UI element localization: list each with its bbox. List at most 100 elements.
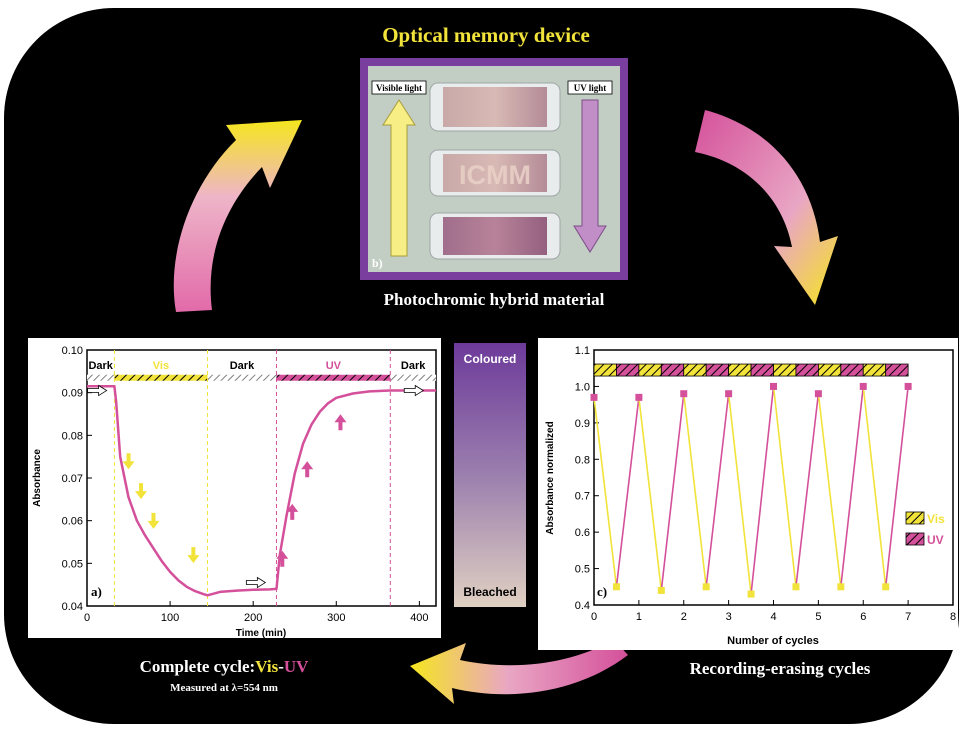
panel-label-b: b) (372, 256, 383, 270)
chart-a-right-arrow-icon (245, 576, 267, 589)
chart-c-point (792, 583, 800, 591)
chart-a-xtick-label: 0 (84, 612, 90, 624)
chart-c-cycle-band (885, 363, 909, 377)
uv-light-label: UV light (574, 83, 607, 93)
colour-scale-bottom-label: Bleached (463, 585, 516, 599)
chart-c-xtick-label: 8 (950, 611, 956, 623)
chart-c-ytick-label: 0.4 (575, 600, 590, 612)
chart-c-panel-label: c) (597, 584, 607, 599)
chart-a-down-arrow-icon (147, 512, 160, 529)
complete-cycle-dash: - (278, 657, 284, 676)
chart-c-segment (682, 393, 707, 587)
chart-a-xtick-label: 200 (244, 612, 262, 624)
chart-c-segment (795, 393, 820, 587)
chart-c-cycle-band (728, 363, 752, 377)
chart-c-legend-uv-label: UV (927, 533, 944, 547)
chart-c-xtick-label: 2 (681, 611, 687, 623)
chart-c-ytick-label: 0.8 (575, 454, 590, 466)
complete-cycle-prefix: Complete cycle: (140, 657, 256, 676)
chart-c-frame (538, 338, 958, 650)
chart-a-right-arrow-icon (87, 384, 108, 397)
chart-a-segment-label: Dark (230, 360, 255, 372)
complete-cycle-caption: Complete cycle:Vis-UV (140, 657, 310, 676)
chart-c-point (837, 583, 845, 591)
chart-a-segment-band (276, 374, 391, 381)
absorbance-time-chart: 0 100 200 300 400 0.04 0.05 0.06 0.07 0.08 0.09 0.1… (28, 338, 441, 639)
chart-c-cycle-band (840, 363, 864, 377)
chart-c-point (612, 583, 620, 591)
chart-c-xtick-label: 5 (815, 611, 821, 623)
chart-c-ytick-label: 1.0 (575, 381, 590, 393)
chart-a-segment-label: Dark (401, 360, 426, 372)
chart-c-legend-vis-swatch (905, 511, 925, 525)
photo-panel: ICMM Visible light UV light b) (360, 58, 628, 280)
chart-c-point (657, 586, 665, 594)
chart-c-segment (705, 393, 730, 587)
visible-light-arrow (382, 99, 416, 257)
chart-c-cycle-band (683, 363, 707, 377)
chart-c-cycle-band (817, 363, 842, 377)
chart-c-ytick-label: 0.9 (575, 418, 590, 430)
chart-a-ytick-label: 0.08 (62, 430, 83, 442)
cycles-chart: 0 1 2 3 4 5 6 7 8 0.4 0.5 0.6 0.7 0.8 0.9 1.0 1.1 Vis UV c… (538, 338, 958, 650)
colour-scale: Coloured Bleached (454, 343, 526, 607)
chart-c-legend-uv-swatch (905, 532, 925, 546)
chart-a-segment-band (87, 374, 115, 381)
chart-c-point (702, 583, 710, 591)
cycle-arrow-bottom (410, 640, 628, 704)
chart-c-point (590, 393, 598, 401)
chart-a-down-arrow-icon (187, 547, 200, 564)
chart-c-xtick-label: 1 (636, 611, 642, 623)
chart-a-ytick-label: 0.10 (62, 345, 83, 357)
cycle-arrow-top-left (173, 120, 302, 312)
slide-text: ICMM (459, 160, 531, 190)
chart-c-segment (862, 386, 887, 587)
chart-c-xlabel: Number of cycles (727, 635, 819, 647)
chart-c-xtick-label: 3 (726, 611, 732, 623)
chart-a-segment-label: UV (326, 360, 342, 372)
chart-c-cycle-band (795, 363, 819, 377)
photo-caption: Photochromic hybrid material (384, 290, 605, 309)
chart-a-segment-band (207, 374, 277, 381)
uv-light-arrow (573, 99, 607, 253)
chart-a-xtick-label: 400 (410, 612, 428, 624)
chart-c-cycle-band (616, 363, 640, 377)
visible-light-label-box (371, 80, 427, 95)
chart-a-ytick-label: 0.04 (62, 601, 83, 613)
measured-wavelength: Measured at λ=554 nm (170, 682, 278, 694)
chart-a-down-arrow-icon (122, 453, 135, 470)
chart-c-point (680, 390, 688, 398)
chart-c-legend-vis-label: Vis (927, 512, 945, 526)
colour-scale-bar (454, 343, 526, 607)
chart-c-segment (615, 397, 640, 587)
chart-c-cycle-band (660, 363, 685, 377)
chart-c-xtick-label: 4 (770, 611, 776, 623)
chart-c-point (747, 590, 755, 598)
chart-c-segment (772, 386, 797, 587)
chart-c-cycle-band (862, 363, 887, 377)
chart-c-segment (884, 386, 909, 587)
chart-c-point (770, 382, 777, 390)
chart-c-point (904, 382, 912, 390)
chart-c-segment (750, 386, 775, 595)
chart-a-down-arrow-icon (135, 483, 148, 500)
chart-c-point (882, 583, 890, 591)
chart-c-cycle-band (773, 363, 797, 377)
chart-c-segment (593, 397, 618, 587)
chart-c-point (859, 382, 867, 390)
complete-cycle-uv: UV (284, 657, 309, 676)
chart-a-segment-band (114, 374, 208, 381)
chart-c-segment (727, 393, 752, 595)
recording-erasing-caption: Recording-erasing cycles (690, 659, 871, 678)
colour-scale-top-label: Coloured (464, 352, 517, 366)
complete-cycle-vis: Vis (255, 657, 278, 676)
chart-c-segment (840, 386, 865, 587)
chart-a-xlabel: Time (min) (236, 628, 286, 639)
cycle-arrow-top-right (695, 110, 838, 305)
chart-c-xtick-label: 6 (860, 611, 866, 623)
chart-c-point (725, 390, 733, 398)
uv-light-label-box (567, 80, 613, 95)
chart-c-ytick-label: 0.6 (575, 527, 590, 539)
chart-c-cycle-band (638, 363, 662, 377)
